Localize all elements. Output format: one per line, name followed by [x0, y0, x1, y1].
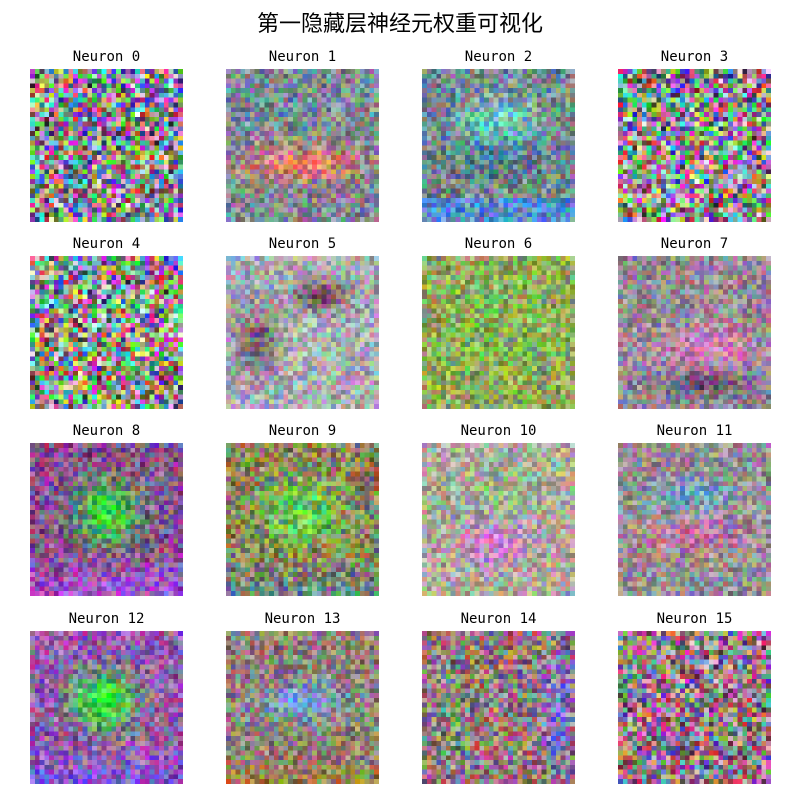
neuron-weight-image [618, 256, 771, 409]
neuron-title: Neuron 14 [460, 611, 537, 627]
neuron-title: Neuron 2 [464, 49, 533, 65]
neuron-title: Neuron 6 [464, 236, 533, 252]
neuron-weight-image [226, 443, 379, 596]
neuron-title: Neuron 11 [656, 423, 733, 439]
neuron-title: Neuron 3 [660, 49, 729, 65]
neuron-title: Neuron 0 [72, 49, 141, 65]
neuron-title: Neuron 15 [656, 611, 733, 627]
neuron-weight-image [422, 631, 575, 784]
neuron-weight-image [618, 69, 771, 222]
neuron-title: Neuron 9 [268, 423, 337, 439]
neuron-title: Neuron 13 [264, 611, 341, 627]
neuron-weight-image [30, 443, 183, 596]
neuron-weight-image [422, 69, 575, 222]
neuron-weight-image [422, 443, 575, 596]
neuron-title: Neuron 4 [72, 236, 141, 252]
neuron-title: Neuron 10 [460, 423, 537, 439]
neuron-title: Neuron 8 [72, 423, 141, 439]
neuron-weight-image [226, 69, 379, 222]
neuron-weight-image [618, 443, 771, 596]
neuron-title: Neuron 5 [268, 236, 337, 252]
neuron-weight-image [30, 256, 183, 409]
neuron-weight-image [422, 256, 575, 409]
neuron-weight-image [30, 69, 183, 222]
neuron-title: Neuron 7 [660, 236, 729, 252]
neuron-title: Neuron 12 [68, 611, 145, 627]
neuron-weight-image [30, 631, 183, 784]
neuron-weight-image [618, 631, 771, 784]
neuron-title: Neuron 1 [268, 49, 337, 65]
figure-title: 第一隐藏层神经元权重可视化 [256, 12, 543, 37]
neuron-weight-image [226, 256, 379, 409]
neuron-weight-image [226, 631, 379, 784]
